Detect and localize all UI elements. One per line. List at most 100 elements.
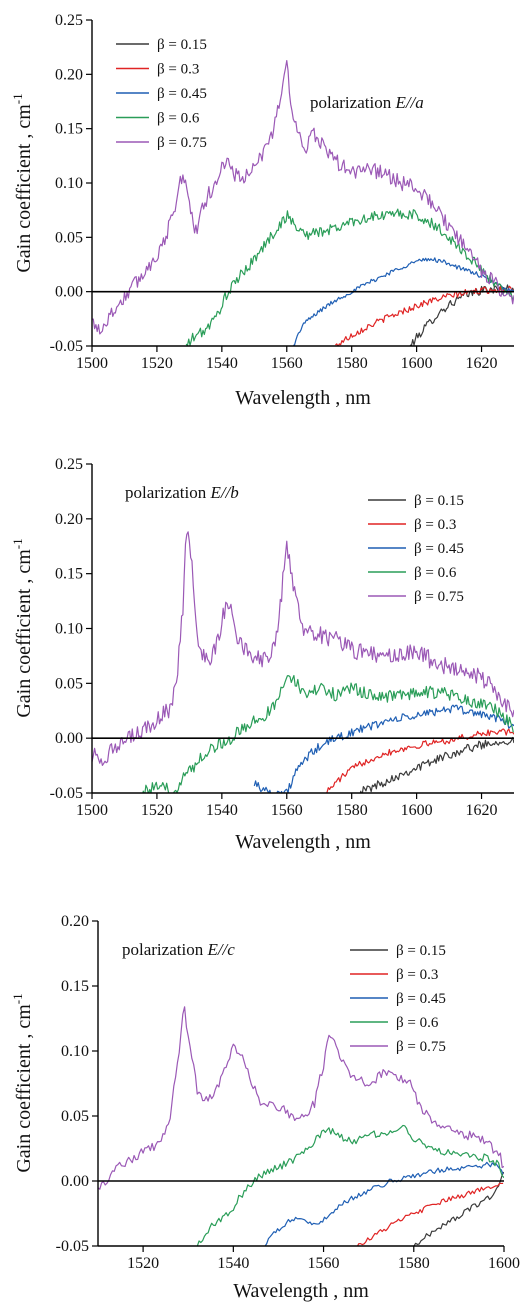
legend-label-5: β = 0.75 — [414, 589, 464, 605]
polarization-annotation: polarization E//c — [122, 940, 235, 959]
annotation-prefix: polarization — [125, 483, 210, 502]
series-line-3 — [253, 704, 514, 793]
y-tick-label: 0.20 — [55, 511, 83, 528]
series-group — [98, 1006, 504, 1246]
y-tick-label: 0.20 — [55, 66, 83, 83]
y-axis-label-text: Gain coefficient , cm — [13, 1004, 35, 1173]
annotation-prefix: polarization — [310, 93, 395, 112]
x-tick-label: 1520 — [127, 1255, 159, 1272]
series-group — [92, 531, 514, 793]
y-tick-label: 0.10 — [55, 175, 83, 192]
series-group — [92, 59, 514, 346]
legend-label-1: β = 0.15 — [396, 943, 446, 959]
legend: β = 0.15 β = 0.3 β = 0.45 β = 0.6 β = 0.75 — [116, 37, 207, 151]
legend: β = 0.15 β = 0.3 β = 0.45 β = 0.6 β = 0.75 — [350, 943, 446, 1055]
series-line-1 — [409, 284, 514, 346]
y-axis-label-superscript: -1 — [10, 993, 25, 1004]
series-line-5 — [92, 59, 514, 335]
legend-label-1: β = 0.15 — [157, 37, 207, 53]
series-line-3 — [293, 257, 514, 346]
legend-label-5: β = 0.75 — [157, 135, 207, 151]
y-axis-label-text: Gain coefficient , cm — [13, 549, 35, 718]
x-axis-label: Wavelength , nm — [233, 1280, 369, 1302]
x-tick-label: 1600 — [401, 355, 433, 372]
legend-label-4: β = 0.6 — [414, 565, 457, 581]
legend-label-2: β = 0.3 — [396, 967, 438, 983]
annotation-direction: E//c — [206, 940, 235, 959]
y-tick-label: 0.05 — [61, 1108, 89, 1125]
x-tick-label: 1560 — [308, 1255, 340, 1272]
x-tick-label: 1540 — [217, 1255, 249, 1272]
y-tick-label: 0.15 — [55, 121, 83, 138]
legend-label-4: β = 0.6 — [157, 111, 200, 127]
legend-label-1: β = 0.15 — [414, 493, 464, 509]
x-tick-label: 1540 — [206, 355, 238, 372]
x-tick-label: 1620 — [466, 802, 498, 819]
y-axis-label-superscript: -1 — [10, 538, 25, 549]
legend-label-5: β = 0.75 — [396, 1039, 446, 1055]
x-tick-label: 1540 — [206, 802, 238, 819]
y-tick-label: 0.00 — [55, 284, 83, 301]
y-axis-label: Gain coefficient , cm-1 — [10, 538, 35, 717]
x-tick-label: 1600 — [488, 1255, 520, 1272]
x-tick-label: 1520 — [141, 355, 173, 372]
y-tick-label: -0.05 — [50, 338, 83, 355]
legend-label-3: β = 0.45 — [396, 991, 446, 1007]
y-tick-label: -0.05 — [56, 1238, 89, 1255]
x-tick-label: 1580 — [336, 355, 368, 372]
series-line-2 — [355, 1182, 504, 1246]
y-tick-label: 0.05 — [55, 229, 83, 246]
y-tick-label: 0.00 — [61, 1173, 89, 1190]
legend-label-3: β = 0.45 — [414, 541, 464, 557]
y-tick-label: 0.20 — [61, 913, 89, 930]
legend-label-2: β = 0.3 — [157, 62, 199, 78]
y-axis-label-text: Gain coefficient , cm — [13, 104, 35, 273]
series-line-2 — [335, 285, 514, 346]
series-line-1 — [413, 1171, 504, 1246]
y-tick-label: 0.25 — [55, 456, 83, 473]
x-tick-label: 1500 — [76, 355, 108, 372]
x-tick-label: 1620 — [466, 355, 498, 372]
polarization-annotation: polarization E//b — [125, 483, 239, 502]
x-tick-label: 1520 — [141, 802, 173, 819]
y-tick-label: 0.00 — [55, 730, 83, 747]
x-tick-label: 1500 — [76, 802, 108, 819]
y-tick-label: 0.15 — [55, 566, 83, 583]
y-tick-label: 0.05 — [55, 675, 83, 692]
series-line-2 — [326, 728, 514, 793]
series-line-3 — [264, 1161, 504, 1246]
x-tick-label: 1580 — [398, 1255, 430, 1272]
legend-label-4: β = 0.6 — [396, 1015, 439, 1031]
series-line-5 — [92, 531, 514, 766]
y-tick-label: -0.05 — [50, 785, 83, 802]
x-axis-label: Wavelength , nm — [235, 387, 371, 409]
series-line-1 — [359, 736, 514, 793]
x-tick-label: 1560 — [271, 355, 303, 372]
annotation-direction: E//a — [394, 93, 423, 112]
y-tick-label: 0.25 — [55, 12, 83, 29]
y-tick-label: 0.10 — [55, 621, 83, 638]
chart-panel-1: -0.05 0.00 0.05 0.10 0.15 0.20 0.25 1500 1520 154… — [10, 12, 514, 409]
series-line-4 — [196, 1124, 504, 1246]
legend-label-2: β = 0.3 — [414, 517, 456, 533]
series-line-4 — [142, 674, 514, 793]
x-tick-label: 1560 — [271, 802, 303, 819]
annotation-prefix: polarization — [122, 940, 207, 959]
series-line-4 — [185, 208, 514, 346]
y-axis-label-superscript: -1 — [10, 93, 25, 104]
x-axis-label: Wavelength , nm — [235, 831, 371, 853]
series-line-5 — [98, 1006, 504, 1190]
y-tick-label: 0.10 — [61, 1043, 89, 1060]
legend: β = 0.15 β = 0.3 β = 0.45 β = 0.6 β = 0.75 — [368, 493, 464, 605]
y-tick-label: 0.15 — [61, 978, 89, 995]
annotation-direction: E//b — [209, 483, 238, 502]
x-tick-label: 1600 — [401, 802, 433, 819]
legend-label-3: β = 0.45 — [157, 86, 207, 102]
y-axis-label: Gain coefficient , cm-1 — [10, 93, 35, 272]
y-axis-label: Gain coefficient , cm-1 — [10, 993, 35, 1172]
polarization-annotation: polarization E//a — [310, 93, 424, 112]
chart-panel-2: -0.05 0.00 0.05 0.10 0.15 0.20 0.25 1500 1520 154… — [10, 456, 514, 853]
chart-panel-3: -0.05 0.00 0.05 0.10 0.15 0.20 1520 1540 1560 158… — [10, 913, 520, 1302]
x-tick-label: 1580 — [336, 802, 368, 819]
